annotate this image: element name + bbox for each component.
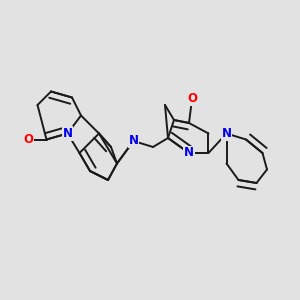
Text: N: N <box>221 127 232 140</box>
Text: N: N <box>128 134 139 148</box>
Text: O: O <box>187 92 197 106</box>
Text: N: N <box>62 127 73 140</box>
Text: N: N <box>184 146 194 160</box>
Text: O: O <box>23 133 34 146</box>
